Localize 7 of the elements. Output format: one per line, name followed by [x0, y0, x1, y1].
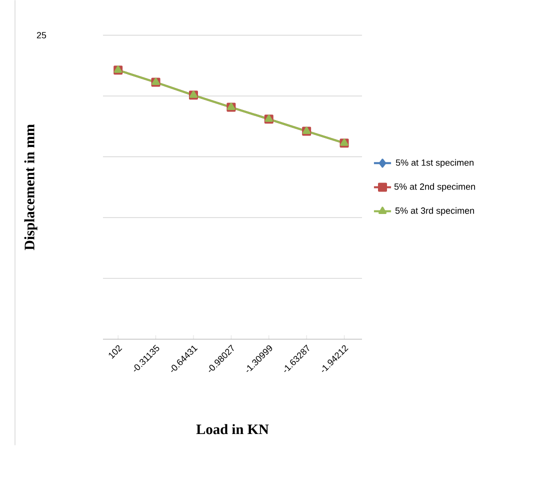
legend-label: 5% at 3rd specimen [395, 207, 474, 216]
legend-label: 5% at 2nd specimen [394, 183, 475, 192]
x-axis-title: Load in KN [196, 424, 269, 434]
text: 25 [36, 32, 46, 38]
y-axis-title: Displacement in mm [24, 124, 38, 250]
x-tick-label: 102 [108, 345, 122, 359]
legend-label: 5% at 1st specimen [396, 159, 474, 168]
